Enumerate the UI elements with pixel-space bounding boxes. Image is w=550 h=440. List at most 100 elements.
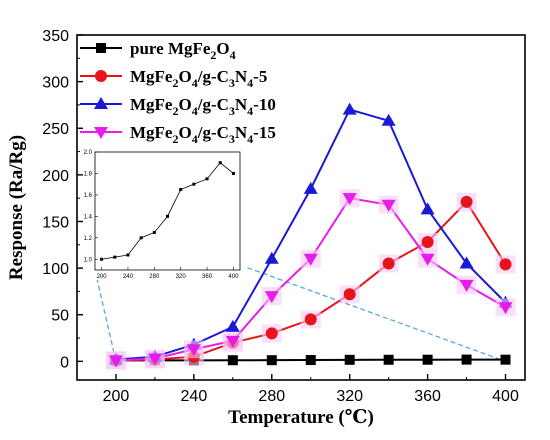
legend-text-part: MgFe — [130, 123, 173, 142]
inset-connector-line — [239, 264, 506, 362]
inset-data-point — [100, 257, 104, 261]
legend-text-part: O — [178, 67, 191, 86]
legend-label: MgFe2​O4​/g-C3​N4​-10 — [130, 95, 276, 118]
legend-label: MgFe2​O4​/g-C3​N4​-5 — [130, 67, 267, 90]
data-point-triangle-up — [420, 202, 435, 215]
data-point-triangle-up — [381, 113, 396, 126]
data-point-square — [227, 355, 238, 366]
legend-text-part: O — [178, 123, 191, 142]
inset-data-point — [179, 188, 183, 192]
legend-text-part: -10 — [253, 95, 276, 114]
legend-subscript: 4 — [192, 104, 198, 118]
inset-data-point — [218, 161, 222, 165]
data-point-triangle-down — [186, 344, 201, 357]
legend-text-part: /g-C — [197, 95, 229, 114]
legend-subscript: 3 — [229, 76, 235, 90]
data-point-square — [383, 354, 394, 365]
legend-text-part: -15 — [253, 123, 276, 142]
data-point-triangle-down — [147, 353, 162, 366]
inset-x-tick-label: 320 — [176, 274, 187, 280]
legend-item: MgFe2​O4​/g-C3​N4​-10 — [80, 95, 276, 118]
x-tick-label: 360 — [414, 388, 441, 405]
inset-y-tick-label: 2.0 — [84, 150, 93, 156]
legend-label: pure MgFe2​O4​ — [130, 39, 236, 62]
inset-y-tick-label: 1.2 — [84, 236, 93, 242]
data-point-circle — [95, 70, 107, 82]
data-point-circle — [382, 257, 395, 270]
data-point-triangle-down — [264, 291, 279, 304]
data-point-circle — [304, 313, 317, 326]
data-point-circle — [460, 195, 473, 208]
inset-data-point — [139, 236, 143, 240]
inset-y-tick-label: 1.4 — [84, 214, 93, 220]
legend-text-part: MgFe — [130, 67, 173, 86]
data-point-triangle-down — [225, 335, 240, 348]
inset-data-point — [152, 230, 156, 234]
legend-text-part: O — [216, 39, 229, 58]
inset-data-point — [192, 182, 196, 186]
data-point-square — [344, 354, 355, 365]
data-point-triangle-down — [420, 253, 435, 266]
plot-area: 0 50 100 150 200 250 300 350 200 240 280 320 360 400 T… — [6, 28, 526, 428]
inset-x-tick-label: 240 — [123, 274, 134, 280]
inset-y-tick-label: 1.0 — [84, 257, 93, 263]
data-point-triangle-down — [303, 253, 318, 266]
y-tick-label: 0 — [60, 354, 69, 371]
inset-connector-line — [94, 269, 117, 362]
legend-text-part: MgFe — [130, 95, 173, 114]
x-tick-label: 400 — [492, 388, 519, 405]
inset-x-tick-label: 280 — [149, 274, 160, 280]
legend-text-part: /g-C — [197, 123, 229, 142]
y-tick-label: 150 — [42, 214, 69, 231]
inset-data-point — [126, 253, 130, 257]
legend-subscript: 2 — [172, 76, 178, 90]
legend-text-part: -5 — [253, 67, 267, 86]
data-point-circle — [265, 327, 278, 340]
x-tick-label: 200 — [103, 388, 130, 405]
data-point-circle — [421, 236, 434, 248]
data-point-square — [266, 355, 277, 366]
legend-subscript: 2 — [210, 48, 216, 62]
x-tick-label: 280 — [258, 388, 285, 405]
data-point-square — [305, 355, 316, 366]
legend-subscript: 4 — [230, 48, 236, 62]
y-axis-title: Response (Ra/Rg) — [6, 135, 27, 280]
legend-text-part: N — [235, 67, 248, 86]
y-tick-label: 100 — [42, 261, 69, 278]
legend-subscript: 3 — [229, 104, 235, 118]
inset-y-tick-label: 1.8 — [84, 171, 93, 177]
y-tick-label: 300 — [42, 75, 69, 92]
x-axis-title: Temperature (℃) — [228, 407, 374, 428]
data-point-circle — [499, 258, 512, 271]
data-point-square — [461, 354, 472, 365]
data-point-triangle-down — [94, 127, 108, 139]
data-point-triangle-up — [264, 251, 279, 264]
plot-frame — [76, 34, 526, 381]
legend-text-part: /g-C — [197, 67, 229, 86]
inset-data-point — [231, 171, 235, 175]
inset-plot: 1.0 1.2 1.4 1.6 1.8 2.0 200 240 280 320 360 400 — [84, 146, 246, 280]
series-0 — [110, 354, 511, 366]
y-tick-label: 200 — [42, 168, 69, 185]
data-point-square — [500, 354, 511, 365]
legend-subscript: 3 — [229, 132, 235, 146]
inset-x-tick-label: 400 — [228, 274, 239, 280]
data-point-circle — [343, 288, 356, 301]
data-point-triangle-down — [459, 279, 474, 292]
data-point-triangle-up — [225, 319, 240, 332]
y-tick-label: 250 — [42, 121, 69, 138]
inset-data-point — [166, 214, 169, 218]
inset-frame — [94, 151, 241, 271]
legend-item: MgFe2​O4​/g-C3​N4​-15 — [80, 123, 276, 146]
legend-subscript: 4 — [247, 76, 253, 90]
inset-y-tick-label: 1.6 — [84, 193, 93, 199]
series-3 — [105, 189, 516, 370]
legend-subscript: 2 — [172, 132, 178, 146]
legend-text-part: O — [178, 95, 191, 114]
data-point-square — [96, 43, 106, 53]
data-point-triangle-up — [303, 181, 318, 194]
legend-item: pure MgFe2​O4​ — [80, 39, 236, 62]
legend-subscript: 4 — [247, 132, 253, 146]
